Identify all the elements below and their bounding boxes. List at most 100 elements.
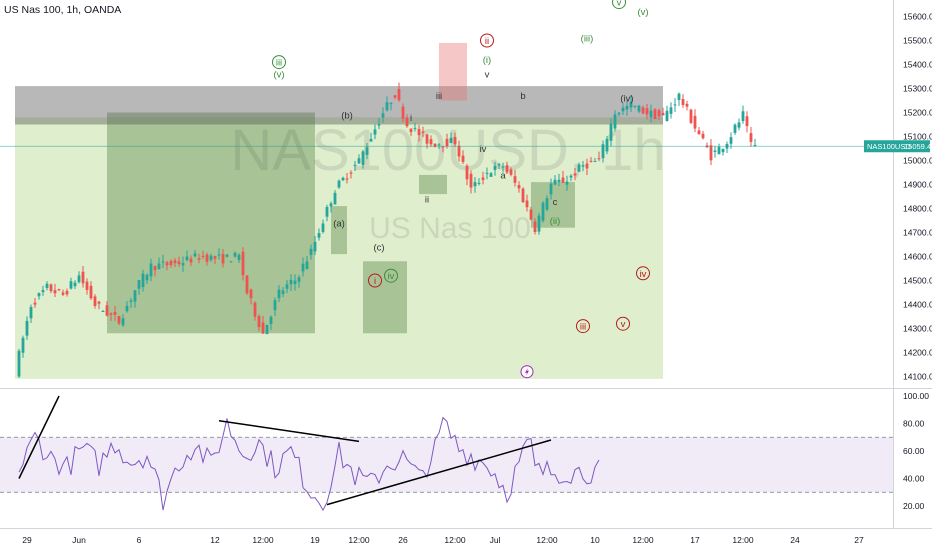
candle-body xyxy=(81,271,85,284)
candle-body xyxy=(409,128,413,133)
wave-label: iii xyxy=(276,58,282,69)
candle-body xyxy=(301,263,305,272)
price-tick-label: 14300.0 xyxy=(903,324,932,334)
candle-body xyxy=(593,161,597,163)
time-tick-label: 24 xyxy=(790,535,800,545)
candle-body xyxy=(229,261,233,263)
last-price-tag xyxy=(864,140,930,153)
candle-body xyxy=(109,313,113,315)
candle-body xyxy=(281,290,285,294)
last-price-value: 15059.4 xyxy=(904,142,931,151)
candle-body xyxy=(381,113,385,118)
price-tick-label: 15500.0 xyxy=(903,36,932,46)
candle-body xyxy=(373,129,377,135)
candle-body xyxy=(641,107,645,114)
price-tick-label: 14200.0 xyxy=(903,348,932,358)
candle-body xyxy=(721,148,725,153)
candle-body xyxy=(385,102,389,111)
wave-label: (iii) xyxy=(581,34,594,45)
candle-body xyxy=(729,137,733,144)
candle-body xyxy=(565,181,569,185)
candle-body xyxy=(277,289,281,299)
rsi-tick-label: 80.00 xyxy=(903,419,925,429)
wave-label-circle xyxy=(616,316,630,331)
rsi-trendline-2 xyxy=(326,439,552,506)
candle-body xyxy=(61,292,65,295)
candle-body xyxy=(177,261,181,265)
wave-label: c xyxy=(553,197,558,208)
candle-body xyxy=(337,180,341,188)
wave-label-circle xyxy=(636,266,650,281)
candle-body xyxy=(165,262,169,266)
candle-body xyxy=(297,277,301,282)
rsi-tick-label: 20.00 xyxy=(903,501,925,511)
candle-body xyxy=(549,183,553,195)
candle-body xyxy=(321,223,325,232)
candle-body xyxy=(701,133,705,139)
price-tick-label: 15200.0 xyxy=(903,108,932,118)
price-tick-label: 15100.0 xyxy=(903,132,932,142)
candle-body xyxy=(49,284,53,292)
time-tick-label: 26 xyxy=(398,535,408,545)
wave-label-circle xyxy=(384,268,398,283)
wave-label: (i) xyxy=(483,55,491,66)
candle-body xyxy=(205,254,209,262)
time-tick-label: 10 xyxy=(590,535,600,545)
candle-body xyxy=(621,107,625,112)
candle-body xyxy=(65,290,69,295)
candle-body xyxy=(613,114,617,129)
wave-label: ii xyxy=(485,36,489,47)
wave-label: iii xyxy=(436,91,442,102)
candle-body xyxy=(717,146,721,155)
candle-body xyxy=(645,108,649,115)
candle-body xyxy=(501,166,505,168)
time-tick-label: 6 xyxy=(137,535,142,545)
time-tick-label: Jun xyxy=(72,535,86,545)
candle-body xyxy=(249,289,253,299)
candle-body xyxy=(329,203,333,207)
candle-body xyxy=(585,163,589,169)
candle-body xyxy=(53,290,57,294)
candle-body xyxy=(169,260,173,266)
rsi-tick-label: 100.00 xyxy=(903,391,929,401)
candle-body xyxy=(269,316,273,324)
time-tick-label: 12:00 xyxy=(348,535,370,545)
candle-body xyxy=(517,185,521,189)
candle-body xyxy=(225,254,229,257)
candle-body xyxy=(365,147,369,155)
candle-body xyxy=(521,188,525,203)
zone-green-0 xyxy=(15,117,663,379)
lightning-bolt xyxy=(525,367,529,376)
wave-label: i xyxy=(374,276,376,287)
candle-body xyxy=(313,241,317,252)
candle-body xyxy=(333,192,337,205)
candle-body xyxy=(577,164,581,172)
candle-body xyxy=(637,105,641,112)
price-tick-label: 14800.0 xyxy=(903,204,932,214)
candle-body xyxy=(325,207,329,217)
wave-label: b xyxy=(520,91,525,102)
candle-body xyxy=(685,103,689,107)
candle-body xyxy=(209,255,213,261)
candle-body xyxy=(185,256,189,261)
candle-body xyxy=(525,200,529,208)
time-tick-label: 12:00 xyxy=(252,535,274,545)
candle-body xyxy=(609,123,613,141)
candle-body xyxy=(533,221,537,232)
candle-body xyxy=(433,143,437,147)
last-price-symbol: NAS100USD xyxy=(867,142,911,151)
candle-body xyxy=(377,124,381,126)
wave-label-circle xyxy=(272,55,286,70)
candle-body xyxy=(153,266,157,271)
candle-body xyxy=(545,198,549,210)
candle-body xyxy=(661,112,665,116)
candle-body xyxy=(733,124,737,133)
wave-label: (c) xyxy=(373,242,384,253)
candle-body xyxy=(293,280,297,285)
candle-body xyxy=(421,131,425,133)
wave-label: (v) xyxy=(273,70,284,81)
candle-body xyxy=(505,165,509,173)
candle-body xyxy=(601,144,605,159)
